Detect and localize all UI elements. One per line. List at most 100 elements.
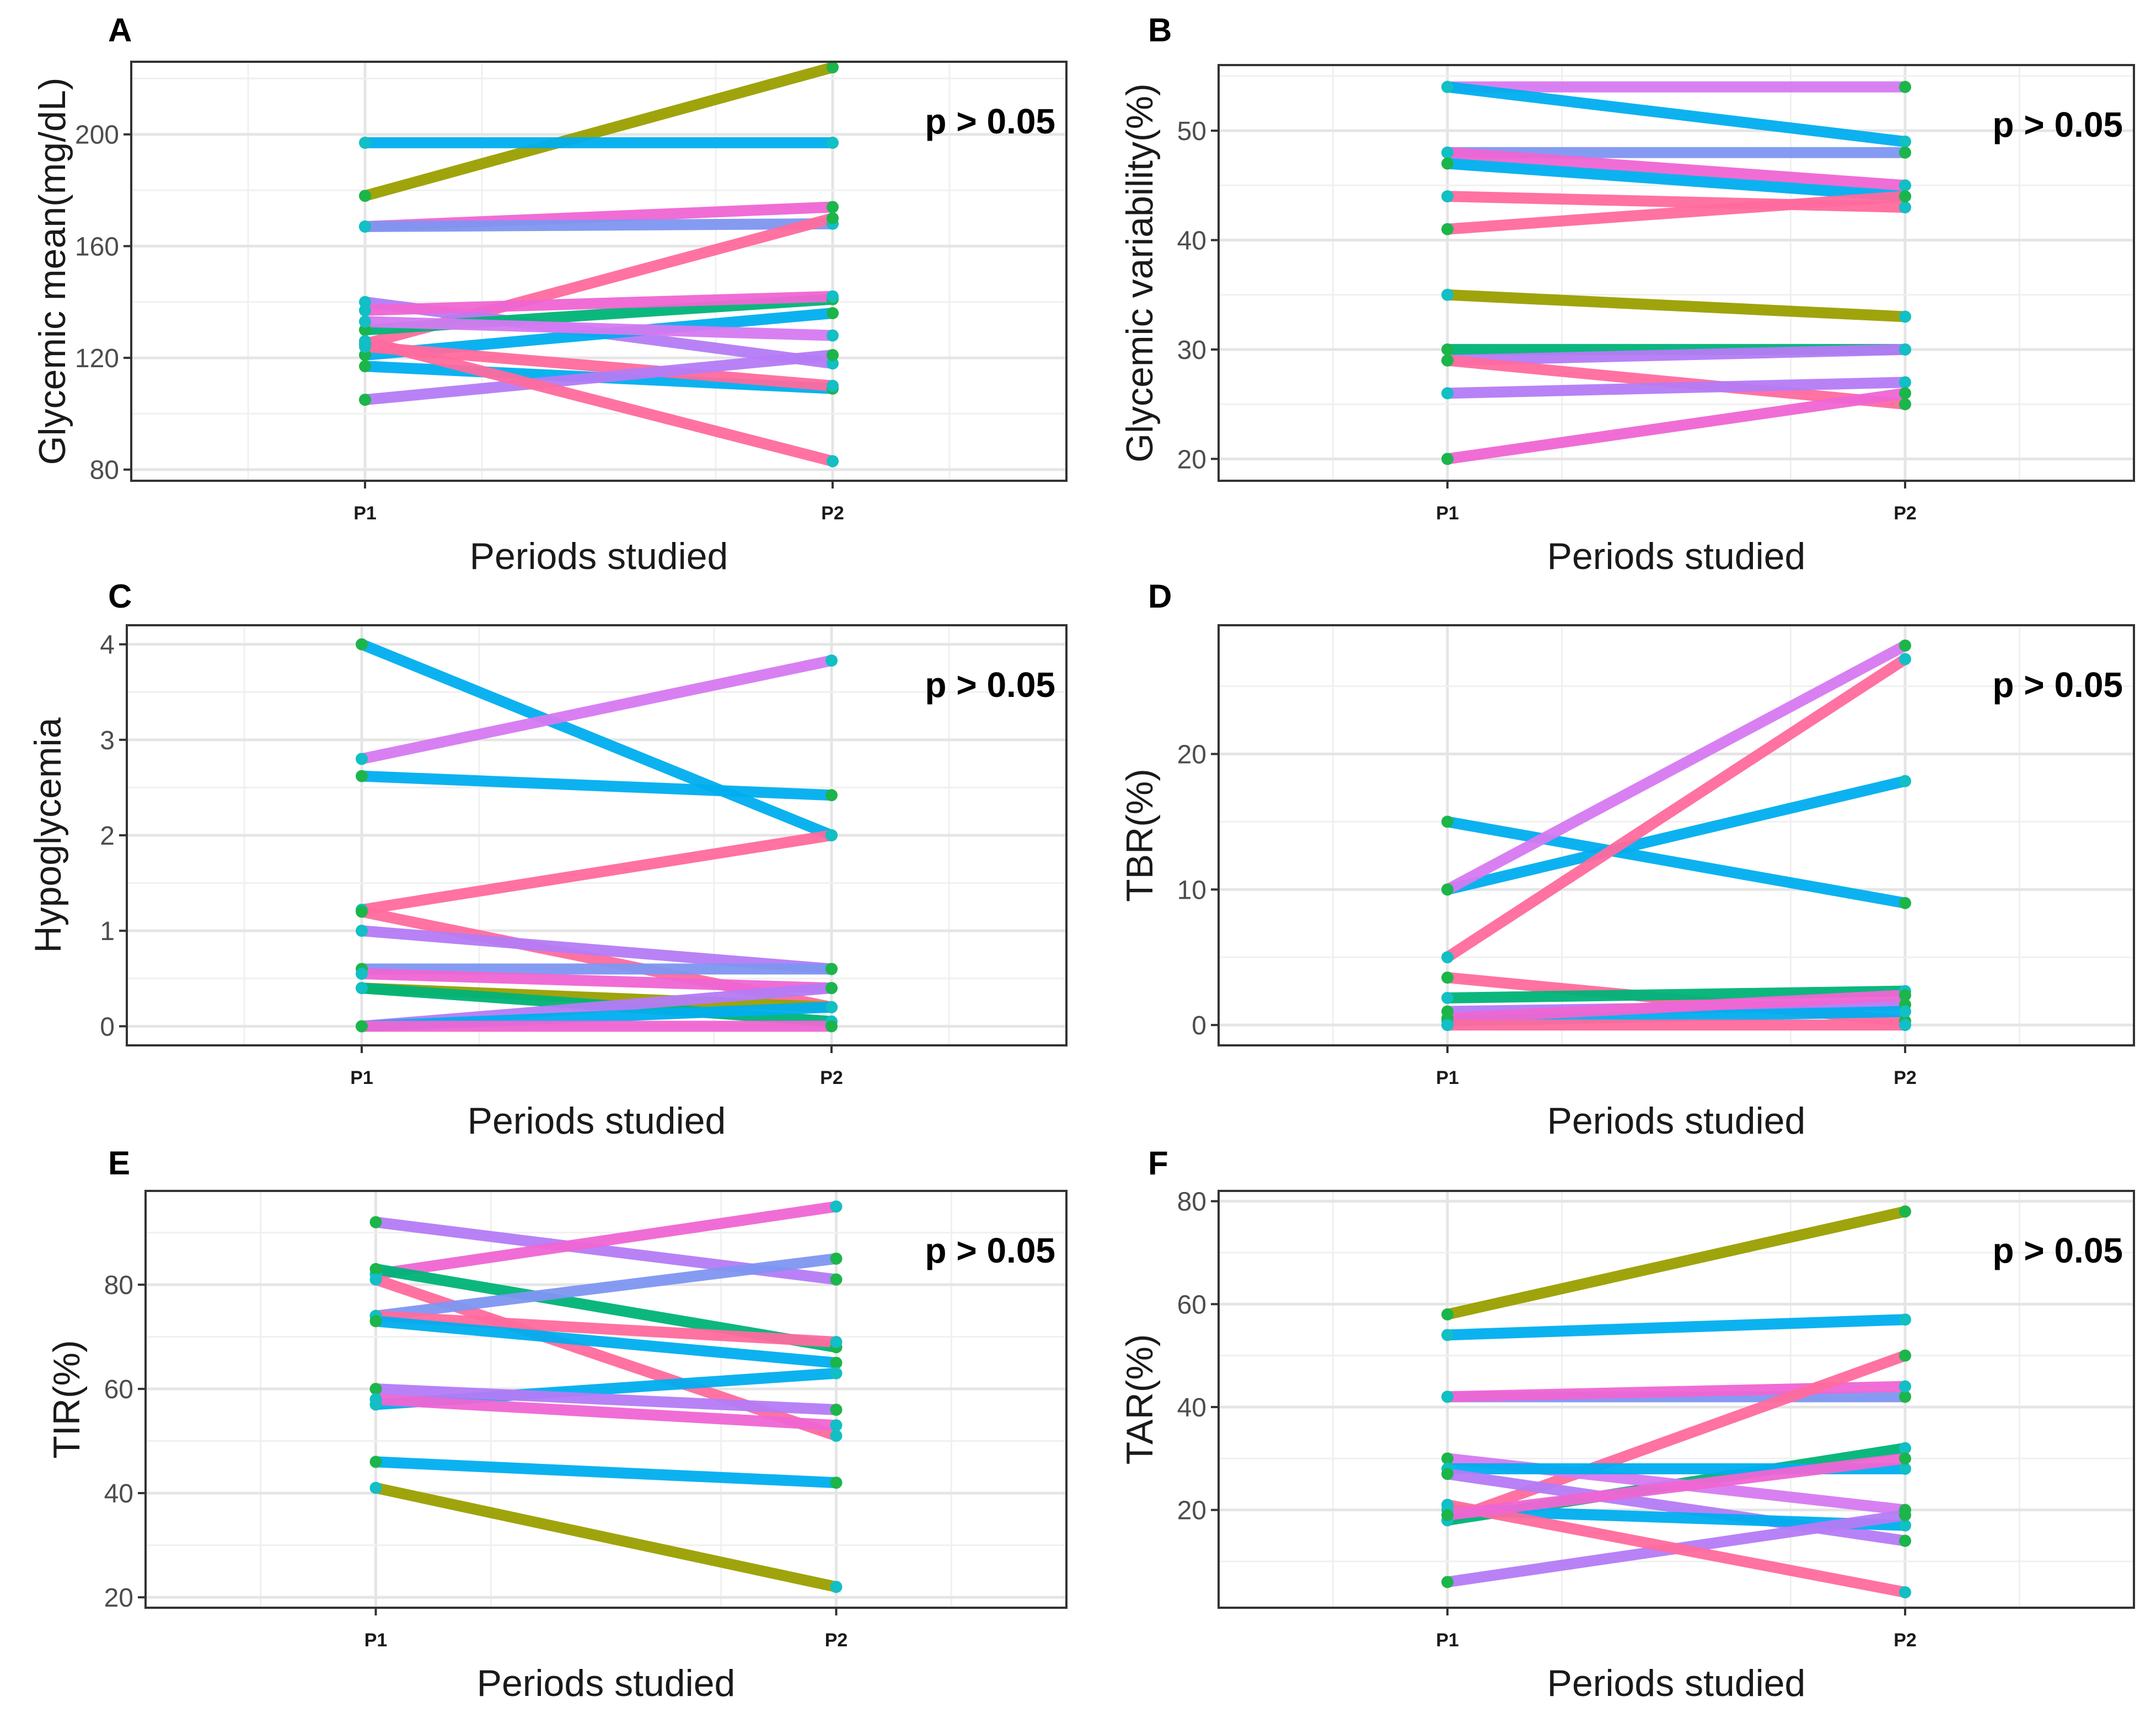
series-line (376, 1456, 836, 1489)
data-point (1441, 1468, 1454, 1480)
series-line (375, 1253, 837, 1322)
y-tick-label: 50 (1177, 117, 1206, 146)
data-point (1441, 1390, 1454, 1403)
data-point (1899, 1519, 1911, 1532)
data-point (830, 1430, 843, 1442)
panel-b: 20 30 40 50 P1 P2 Periods studied Glycemic vari… (1119, 12, 2135, 577)
data-point (1899, 1380, 1911, 1393)
series-line (375, 1394, 837, 1431)
y-tick-label: 20 (1177, 1496, 1206, 1526)
x-tick-label: P2 (821, 503, 844, 524)
y-tick-label: 60 (1177, 1290, 1206, 1319)
y-tick-label: 80 (1177, 1188, 1206, 1217)
series-line (1446, 81, 1906, 147)
series-line (1445, 641, 1908, 895)
y-tick-label: 30 (1177, 336, 1206, 365)
panel-letter: D (1148, 578, 1172, 615)
data-point (359, 324, 371, 336)
data-point (369, 1273, 382, 1286)
panel-border (144, 1190, 1068, 1609)
series-line (1444, 654, 1908, 962)
p-value-annotation: p > 0.05 (1992, 665, 2123, 705)
data-point (359, 304, 371, 316)
data-point (827, 379, 839, 392)
data-point (1899, 387, 1911, 400)
x-axis-title: Periods studied (477, 1662, 736, 1704)
x-tick-label: P1 (364, 1630, 388, 1651)
series-line (376, 1383, 836, 1415)
y-axis-title: Hypoglycemia (27, 717, 69, 953)
x-tick-label: P1 (1436, 503, 1459, 524)
data-point (1899, 1349, 1911, 1362)
series-line (361, 925, 832, 975)
data-point (356, 770, 368, 782)
data-point (356, 753, 368, 765)
data-point (825, 963, 838, 975)
data-point (369, 1263, 382, 1275)
series-line (1446, 816, 1906, 909)
series-line (361, 770, 832, 801)
p-value-annotation: p > 0.05 (1992, 105, 2123, 144)
data-point (1899, 310, 1911, 323)
series-line (1447, 343, 1906, 366)
x-tick-label: P1 (1436, 1630, 1459, 1651)
data-point (1441, 354, 1454, 367)
p-value-annotation: p > 0.05 (1992, 1231, 2123, 1270)
data-point (1899, 1390, 1911, 1403)
data-point (356, 982, 368, 995)
data-point (359, 190, 371, 202)
data-point (830, 1200, 843, 1213)
data-point (356, 905, 368, 918)
series-line (361, 830, 833, 915)
panel-a: 80 120 160 200 P1 P2 Periods studied Glycemic m… (31, 12, 1068, 577)
panel-f: 20 40 60 80 P1 P2 Periods studied TAR(%) p > 0.0… (1119, 1145, 2135, 1704)
data-point (830, 1419, 843, 1432)
data-point (1441, 1329, 1454, 1341)
panel-border (1218, 1190, 2135, 1609)
panel-letter: A (108, 12, 132, 49)
p-value-annotation: p > 0.05 (925, 101, 1055, 141)
data-point (1441, 883, 1454, 896)
y-tick-label: 0 (100, 1012, 115, 1041)
y-axis-title: TBR(%) (1119, 769, 1161, 902)
series-line (1446, 388, 1906, 465)
y-tick-label: 160 (75, 232, 119, 261)
x-tick-label: P2 (1894, 503, 1917, 524)
data-point (827, 212, 839, 224)
y-tick-label: 4 (100, 631, 115, 660)
panel-letter: F (1148, 1145, 1168, 1182)
data-point (1899, 639, 1911, 652)
data-point (830, 1403, 843, 1416)
data-point (1899, 1586, 1911, 1598)
panel-letter: B (1148, 12, 1172, 49)
series-line (1445, 1350, 1907, 1526)
data-point (1441, 1499, 1454, 1511)
series-line (1447, 990, 1906, 1024)
data-point (1441, 288, 1454, 301)
x-tick-label: P2 (825, 1630, 848, 1651)
data-point (827, 61, 839, 74)
data-point (1899, 989, 1911, 1002)
y-tick-label: 40 (1177, 1393, 1206, 1422)
data-point (1441, 387, 1454, 400)
y-tick-label: 1 (100, 917, 115, 946)
data-point (1441, 991, 1454, 1004)
series-line (364, 350, 833, 406)
data-point (1899, 1463, 1911, 1475)
x-tick-label: P2 (820, 1067, 843, 1088)
data-point (356, 638, 368, 651)
data-point (1441, 1452, 1454, 1465)
x-tick-label: P1 (350, 1067, 373, 1088)
data-point (1441, 453, 1454, 465)
series-line (1447, 1314, 1906, 1341)
data-point (1899, 80, 1911, 93)
data-point (356, 968, 368, 980)
data-point (1899, 1005, 1911, 1018)
y-tick-label: 200 (75, 121, 119, 150)
series-line (364, 316, 833, 341)
y-tick-label: 20 (1177, 740, 1206, 770)
panel-border (1218, 64, 2135, 482)
series-line (1447, 191, 1906, 235)
data-point (830, 1581, 843, 1593)
data-point (1441, 815, 1454, 828)
